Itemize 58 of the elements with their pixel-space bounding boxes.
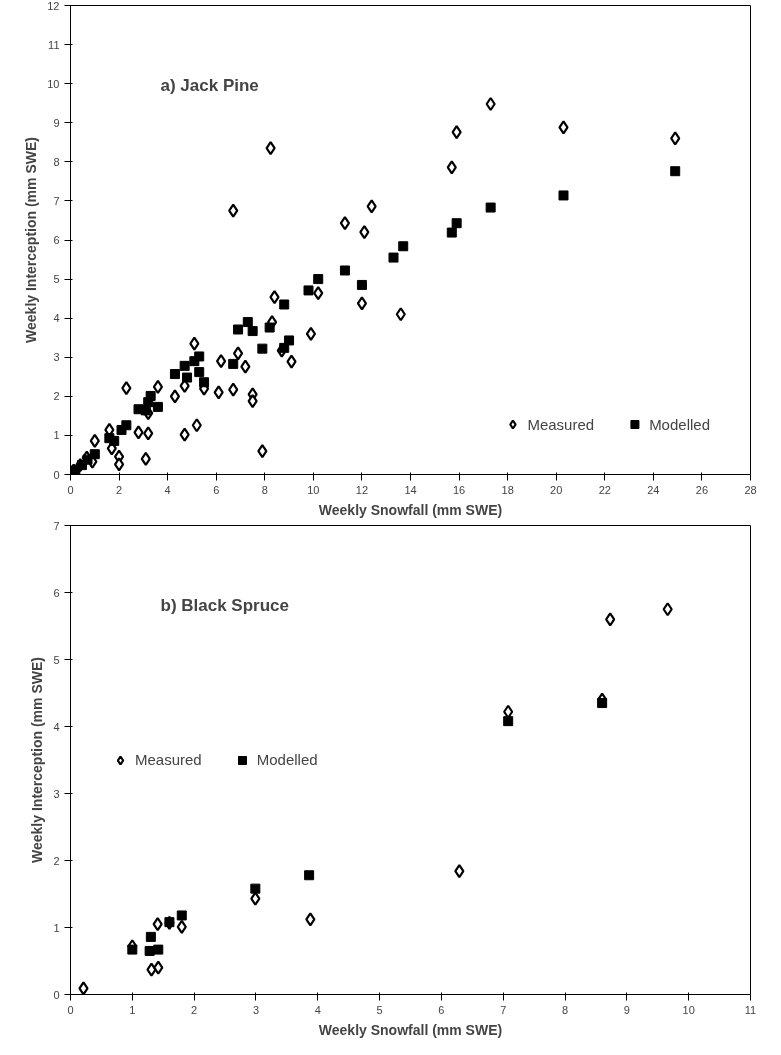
y-tick-label: 0 [53,468,60,481]
legend-label: Modelled [649,415,710,433]
x-tick-label: 20 [550,483,563,496]
y-tick-label: 10 [47,77,60,90]
y-tick-label: 6 [53,586,60,599]
x-tick-label: 5 [376,1003,383,1016]
y-tick-label: 1 [53,429,60,442]
legend-label: Measured [135,751,202,768]
x-tick-label: 2 [116,483,123,496]
x-tick-label: 4 [164,483,171,496]
y-axis-title: Weekly Interception (mm SWE) [23,137,40,343]
y-tick-label: 11 [48,38,60,51]
x-tick-label: 0 [67,1003,74,1016]
x-tick-label: 7 [500,1003,507,1016]
x-tick-label: 26 [695,483,709,496]
y-tick-label: 2 [53,854,60,867]
x-tick-label: 8 [261,483,268,496]
y-tick-label: 1 [53,921,60,934]
x-tick-label: 18 [501,483,514,496]
x-tick-label: 6 [438,1003,445,1016]
y-tick-label: 8 [53,155,60,168]
y-tick-label: 7 [53,194,60,207]
legend-label: Measured [527,415,595,433]
x-tick-label: 4 [314,1003,321,1016]
text: b) Black Spruce [160,595,289,615]
x-tick-label: 9 [623,1003,630,1016]
x-tick-label: 28 [744,483,757,496]
legend-label: Modelled [256,751,318,768]
y-tick-label: 7 [53,519,60,532]
x-tick-label: 0 [67,483,74,496]
x-tick-label: 2 [191,1003,198,1016]
y-tick-label: 9 [53,116,60,129]
x-tick-label: 10 [307,483,320,496]
x-tick-label: 16 [452,483,466,496]
x-tick-label: 3 [252,1003,260,1016]
y-tick-label: 2 [53,390,60,403]
x-tick-label: 1 [129,1003,136,1016]
x-tick-label: 8 [561,1003,569,1016]
x-tick-label: 11 [744,1003,757,1016]
x-tick-label: 12 [355,483,369,496]
y-tick-label: 12 [47,0,60,12]
y-tick-label: 4 [53,720,60,733]
y-axis-title: Weekly Interception (mm SWE) [29,657,46,863]
x-tick-label: 24 [647,483,660,496]
x-axis-title: Weekly Snowfall (mm SWE) [318,501,503,518]
y-tick-label: 3 [53,351,60,364]
y-tick-label: 4 [53,312,60,325]
x-tick-label: 22 [598,483,611,496]
y-tick-label: 6 [53,234,60,246]
y-tick-label: 5 [53,273,60,286]
y-tick-label: 0 [53,988,60,1001]
y-tick-label: 3 [53,787,60,800]
x-tick-label: 6 [213,483,220,496]
y-tick-label: 5 [53,653,60,666]
x-axis-title: Weekly Snowfall (mm SWE) [318,1021,503,1038]
x-tick-label: 14 [404,483,417,496]
x-tick-label: 10 [682,1003,695,1016]
text: a) Jack Pine [160,75,259,95]
